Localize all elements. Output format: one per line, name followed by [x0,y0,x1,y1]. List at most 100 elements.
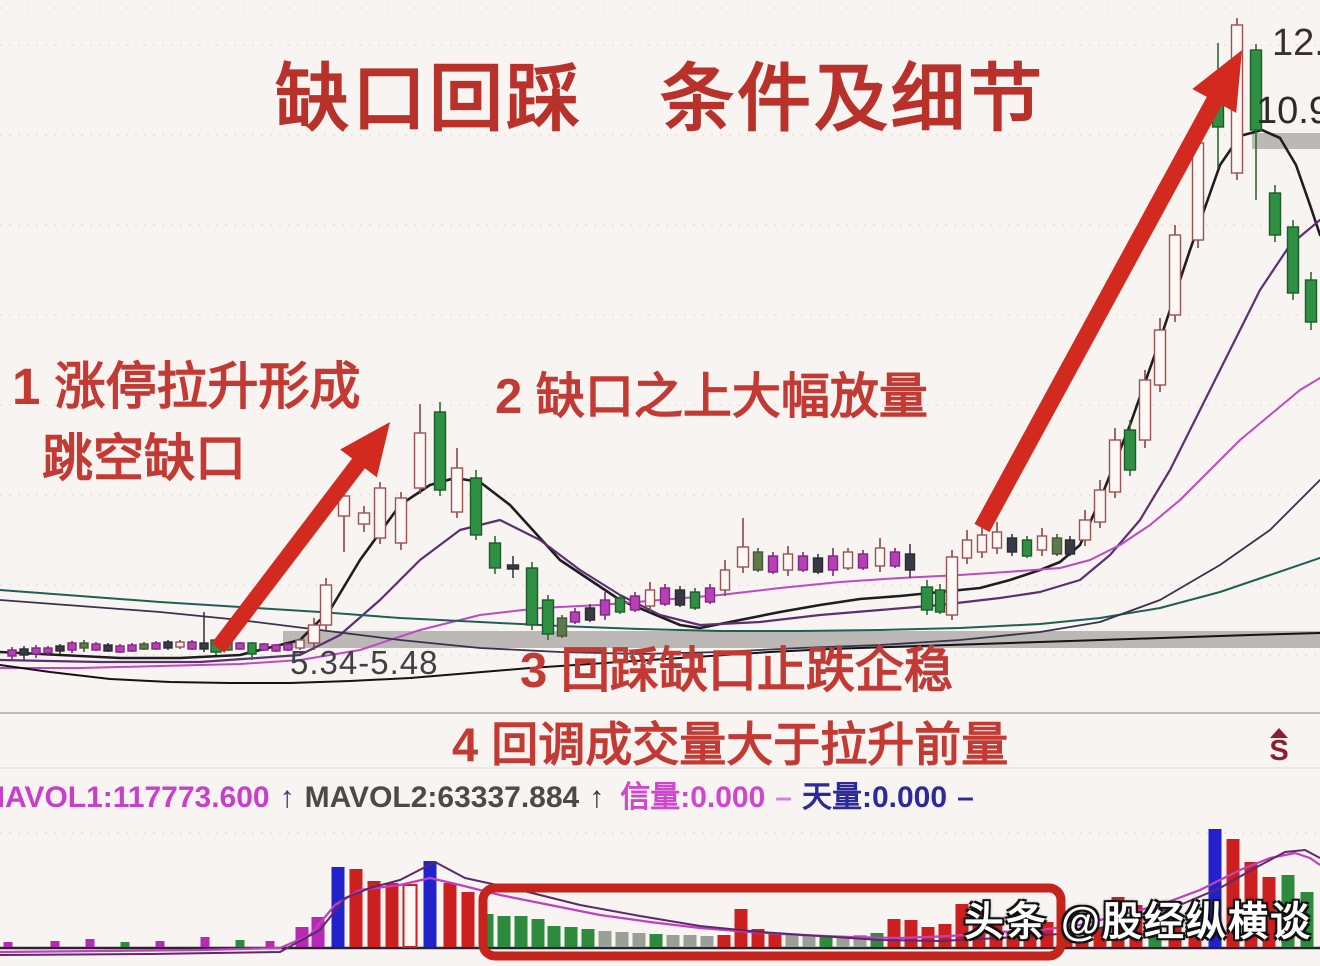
candle-body-up [1191,142,1205,241]
candle-body-mg [283,643,293,651]
candle-body-up [1078,519,1092,541]
candle-body-up [644,589,656,607]
volume-bar-rd [1059,939,1073,947]
candle-body-mg [151,642,161,650]
volume-bar-rd [1093,927,1107,947]
volume-bar-rd [349,869,363,947]
volume-bar-rd [887,919,901,947]
volume-bar-rd [1023,929,1037,947]
candle-body-up [961,539,973,559]
annotation-1-line1: 1 涨停拉升形成 [12,358,361,415]
volume-bar-gy [598,931,612,947]
signal-s-icon: S [1262,728,1296,766]
volume-bar-gn [235,940,245,947]
volume-bar-mg [155,941,165,947]
candle-body-mg [259,643,269,651]
candle-body-mg [797,555,809,571]
volume-bar-gn [120,942,130,947]
volume-bar-gn [819,936,833,947]
candle-body-gr2 [556,617,568,637]
volume-bar-rd [385,883,399,947]
annotation-3: 3 回踩缺口止跌企稳 [520,644,953,698]
candle-body-mg [659,587,671,605]
candle-body-dn [525,567,539,626]
dash-icon: – [775,781,792,814]
candle-body-mg [235,642,245,650]
candle-body-up [394,497,408,544]
candle-body-up [945,556,959,616]
annotation-1-line2: 跳空缺口 [42,430,247,487]
candle-body-dk [55,645,65,652]
candle-body-dk [103,644,113,652]
candle-body-mg [767,555,779,573]
volume-bar-gn [531,919,545,947]
gap-zone-band [283,631,1320,648]
candle-body-dn [1123,429,1137,471]
candle-body-dn [488,542,502,569]
candle-body-dn [1249,49,1263,131]
volume-bar-mg [50,941,60,947]
volume-bar-rd [1188,912,1202,947]
volume-bar-gn [1300,892,1314,947]
volume-bar-gn [649,934,663,947]
candle-body-mg [704,587,716,603]
candle-body-up [1036,535,1048,551]
candle-body-dn [1304,279,1318,323]
volume-bar-gn [1281,875,1295,947]
volume-bar-mg [265,941,275,947]
volume-bar-rd [734,909,748,947]
candle-body-up [413,432,427,489]
candle-body-dk [19,648,29,656]
candle-body-mg [889,551,901,567]
volume-bar-gy [632,933,646,947]
candle-body-dk [812,557,824,573]
gap-zone-band [1252,133,1320,149]
volume-bar-gy [700,936,714,947]
candle-body-dk [1006,537,1018,553]
volume-bar-gn [1148,932,1162,947]
volume-bar-rd [1226,839,1240,947]
volume-bar-gn [497,916,511,947]
ma-baseline [0,632,1320,684]
volume-bar-rd [1111,897,1125,947]
volume-bar-rd [1244,862,1258,947]
candle-body-dn [689,591,701,609]
volume-bar-mg [200,937,210,947]
candle-body-gr2 [1051,537,1063,555]
candle-body-dn [433,411,447,491]
volume-bar-gy [615,932,629,947]
volume-bar-rd [1129,905,1143,947]
candle-body-mg [187,641,197,650]
annotation-4: 4 回调成交量大于拉升前量 [452,718,1009,771]
volume-highlight-rect [478,883,1066,961]
watermark: 头条 @股经纵横谈 [963,900,1312,944]
red-arrow [974,50,1242,533]
tianliang-value: 天量:0.000 [801,781,948,814]
candle-body-gr2 [752,551,764,571]
volume-bar-rd [367,881,381,947]
candle-body-dn [934,589,946,613]
candle-body-dn [1021,539,1033,557]
volume-bar-bl [423,861,437,947]
candle-body-up [450,467,464,513]
volume-bar-rd [1075,937,1089,947]
volume-bar-mg [85,939,95,947]
volume-bar-hollow [402,884,418,948]
volume-bar-rd [443,883,457,947]
volume-bar-rd [717,935,731,947]
price-label-12: 12. [1272,22,1320,64]
volume-indicator-row: MAVOL1:117773.600 ↑ MAVOL2:63337.884 ↑ 信量:0.… [0,782,984,814]
xinliang-value: 信量:0.000 [620,781,766,814]
candle-body-gr2 [139,643,149,650]
candle-body-gr2 [79,642,89,649]
candle-body-up [1168,234,1182,316]
up-arrow-icon: ↑ [589,781,605,814]
volume-bar-rd [461,892,475,947]
volume-bar-rd [904,920,918,947]
candle-body-up [295,639,305,649]
candle-body-dn [920,586,934,611]
candle-body-up [874,547,886,567]
candle-body-dk [674,589,686,606]
candle-body-dn [247,642,257,655]
